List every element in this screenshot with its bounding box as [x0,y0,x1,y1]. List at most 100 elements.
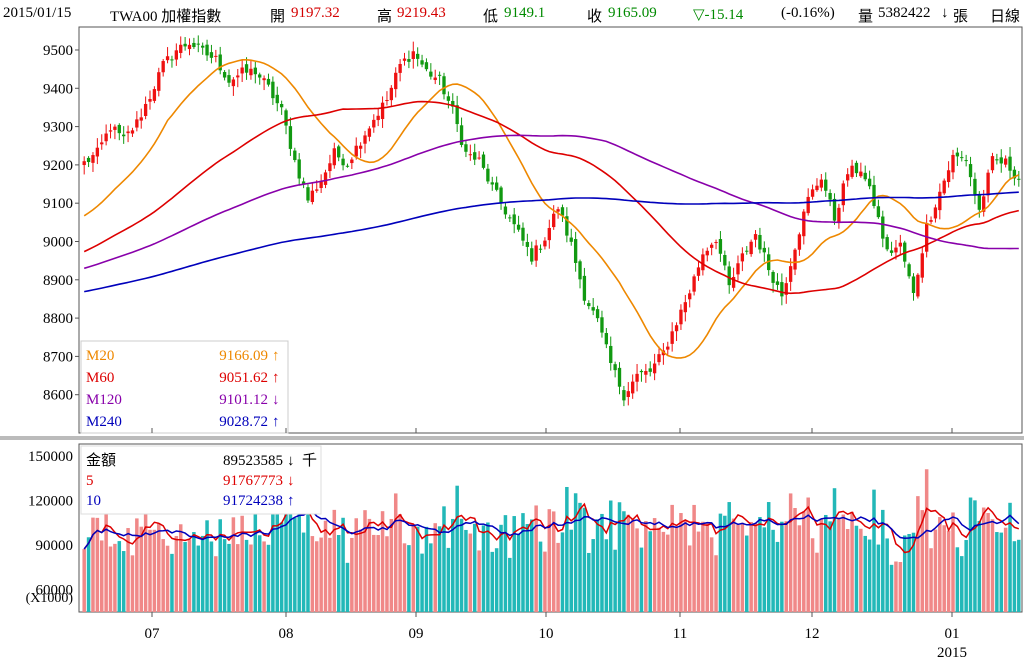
candle-body [946,170,951,183]
volume-unit: 張 [953,9,969,25]
candle-body [648,368,652,372]
price-legend-arrow: ↓ [272,392,280,408]
volume-bar [942,525,946,612]
volume-bar [837,517,841,612]
candle-body [271,81,275,99]
volume-bar [148,529,152,612]
candle-body [595,309,600,319]
candle-body [837,207,841,223]
candle-body [828,192,832,200]
volume-bar [968,497,973,612]
candle-body [468,154,472,156]
volume-legend-arrow: ↑ [287,493,295,509]
volume-bar [714,555,718,612]
candle-body [183,43,187,47]
candle-body [442,76,446,95]
candle-body [244,64,249,73]
vol-ma10-line [83,510,1020,550]
candle-body [652,363,657,374]
volume-bar [902,535,907,612]
volume-bar [551,511,556,612]
candle-body [872,184,876,207]
open-value: 9197.32 [291,5,340,21]
candle-body [380,102,385,120]
candle-body [170,59,174,61]
price-legend-value: 9101.12 [219,392,268,408]
candle-body [337,146,341,158]
candle-body [867,178,872,187]
candle-body [222,71,227,78]
candle-body [503,206,508,215]
price-axis-tick-label: 9000 [43,234,73,250]
volume-bar [608,500,613,612]
volume-bar [876,544,881,612]
volume-bar [503,515,508,612]
price-axis-tick-label: 9100 [43,196,73,212]
candle-body [666,346,670,350]
volume-bar [279,522,284,612]
candle-body [973,178,977,195]
volume-bar [885,538,889,612]
volume-bar [262,541,266,612]
volume-bar [709,537,714,612]
candle-body [323,172,328,185]
candle-body [437,74,442,76]
candle-body [775,281,780,285]
candle-body [464,144,468,152]
candle-body [389,87,394,101]
candle-body [846,174,850,181]
volume-bar [955,547,960,612]
volume-bar [508,557,512,612]
volume-bar [674,527,679,612]
price-legend-name: M120 [86,392,122,408]
volume-bar [617,502,622,612]
candle-body [376,115,380,121]
volume-bar [104,512,108,612]
volume-bar [205,520,209,612]
volume-bar [802,511,806,612]
volume-bar [881,509,885,612]
volume-bar [328,537,332,612]
candle-body [363,135,367,144]
candle-body [885,237,889,250]
candle-body [670,331,674,344]
volume-bar [411,523,416,612]
candle-body [982,196,986,212]
volume-bar [1003,527,1008,612]
candle-body [367,128,372,137]
volume-bar [823,514,828,612]
volume-bar [929,548,933,612]
volume-bar [459,518,464,612]
volume-bar [981,507,986,612]
price-legend-name: M20 [86,348,114,364]
candle-body [446,96,451,101]
candle-body [701,254,705,271]
close-value: 9165.09 [608,5,657,21]
volume-bar [648,531,652,612]
volume-bar [723,515,727,612]
m20-line [83,59,1020,359]
candle-body [411,51,415,59]
candle-body [990,156,995,171]
volume-bar [284,499,288,612]
volume-bar [293,517,297,612]
volume-bar [271,493,275,612]
volume-bar [889,564,894,612]
volume-bar [187,539,192,612]
volume-legend-name: 金額 [86,452,116,469]
volume-bar [547,509,552,612]
price-legend-value: 9028.72 [219,414,268,430]
candle-body [315,189,319,191]
volume-bar [521,513,525,612]
volume-bar [718,513,723,612]
candle-body [284,110,288,126]
candle-body [841,183,845,206]
candle-body [165,56,170,61]
candle-body [692,276,696,292]
volume-bar [907,533,911,612]
candle-body [784,283,788,295]
volume-bar [745,535,749,612]
volume-bar [424,526,429,612]
volume-bar [121,551,126,612]
volume-bar [644,521,648,612]
